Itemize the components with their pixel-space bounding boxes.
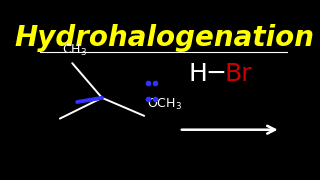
Text: −: − [205,61,227,85]
Text: $\mathregular{CH_3}$: $\mathregular{CH_3}$ [62,42,87,58]
Text: $\mathregular{OCH_3}$: $\mathregular{OCH_3}$ [147,97,182,112]
Text: H: H [188,62,207,86]
Text: Br: Br [225,62,252,86]
Text: Hydrohalogenation: Hydrohalogenation [14,24,314,52]
